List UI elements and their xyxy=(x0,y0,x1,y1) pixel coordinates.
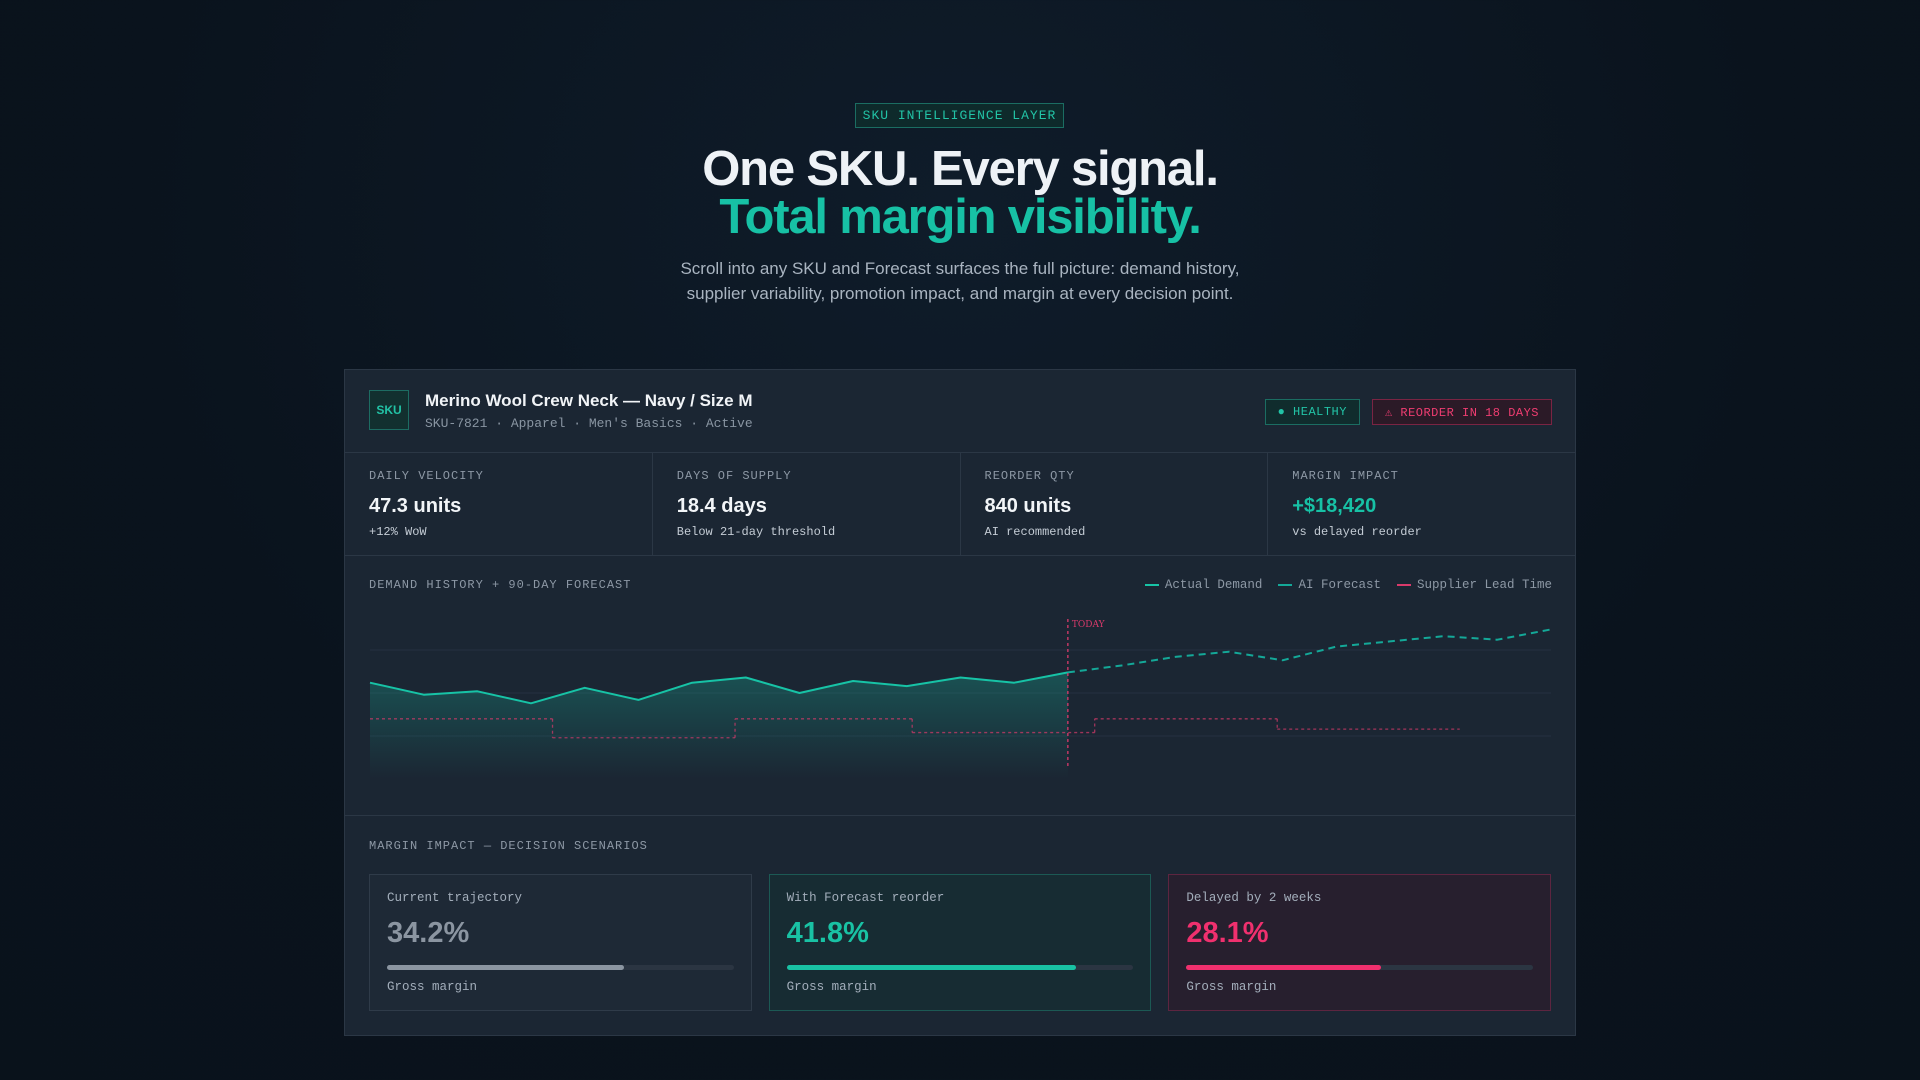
section-badge: SKU INTELLIGENCE LAYER xyxy=(855,103,1064,128)
metric-label: DAILY VELOCITY xyxy=(369,469,484,483)
legend-swatch xyxy=(1396,584,1411,586)
metric-note: AI recommended xyxy=(984,525,1086,539)
margin-bar xyxy=(786,965,1077,970)
product-meta: SKU-7821 · Apparel · Men's Basics · Acti… xyxy=(425,416,753,431)
metric-value: 18.4 days xyxy=(676,495,767,517)
sku-icon: SKU xyxy=(369,390,409,430)
metric-value: 840 units xyxy=(984,495,1072,517)
legend-label: Supplier Lead Time xyxy=(1416,578,1552,592)
scenario-value: 28.1% xyxy=(1186,917,1269,949)
today-label: TODAY xyxy=(1072,620,1106,630)
status-badge: ⚠ REORDER IN 18 DAYS xyxy=(1371,399,1552,425)
metric-label: MARGIN IMPACT xyxy=(1292,469,1399,483)
metric-note: Below 21-day threshold xyxy=(676,525,836,539)
forecast-line xyxy=(1067,628,1552,674)
metric-value: +$18,420 xyxy=(1292,495,1377,517)
metric-note: vs delayed reorder xyxy=(1292,525,1422,539)
demand-area xyxy=(370,672,1068,779)
legend-swatch xyxy=(1144,584,1159,586)
scenario-card: Current trajectory 34.2% Gross margin xyxy=(369,874,752,1011)
metric-cell: REORDER QTY 840 units AI recommended xyxy=(961,453,1269,555)
bar-track xyxy=(786,965,1134,970)
divider xyxy=(345,815,1575,816)
scenario-label: Current trajectory xyxy=(387,891,523,905)
metric-value: 47.3 units xyxy=(369,495,462,517)
metric-cell: DAILY VELOCITY 47.3 units +12% WoW xyxy=(345,453,653,555)
status-badge: ● HEALTHY xyxy=(1264,399,1360,425)
scenario-label: With Forecast reorder xyxy=(786,891,945,905)
bar-track xyxy=(387,965,734,970)
demand-line xyxy=(369,671,1069,705)
scenario-note: Gross margin xyxy=(786,980,877,994)
scenario-card: With Forecast reorder 41.8% Gross margin xyxy=(768,874,1152,1011)
legend-item: Actual Demand xyxy=(1144,578,1263,592)
metric-cell: DAYS OF SUPPLY 18.4 days Below 21-day thre… xyxy=(653,453,961,555)
scenario-card: Delayed by 2 weeks 28.1% Gross margin xyxy=(1168,874,1552,1011)
legend-swatch xyxy=(1278,584,1293,586)
margin-bar xyxy=(1186,965,1382,970)
scenarios-title: MARGIN IMPACT — DECISION SCENARIOS xyxy=(369,839,648,853)
metric-label: DAYS OF SUPPLY xyxy=(676,469,792,483)
legend-item: AI Forecast xyxy=(1278,578,1381,592)
legend-label: Actual Demand xyxy=(1164,578,1263,592)
subtitle: Scroll into any SKU and Forecast surface… xyxy=(680,259,1240,303)
legend: Actual Demand AI Forecast Supplier Lead Ti… xyxy=(1144,578,1552,592)
product-name: Merino Wool Crew Neck — Navy / Size M xyxy=(425,391,753,410)
metric-label: REORDER QTY xyxy=(984,469,1075,483)
legend-label: AI Forecast xyxy=(1298,578,1381,592)
scenario-note: Gross margin xyxy=(387,980,478,994)
scenario-list: Current trajectory 34.2% Gross margin With … xyxy=(369,874,1552,1011)
metrics-row: DAILY VELOCITY 47.3 units +12% WoW DAYS OF … xyxy=(345,452,1575,556)
bar-track xyxy=(1186,965,1534,970)
status-badges: ● HEALTHY ⚠ REORDER IN 18 DAYS xyxy=(1264,399,1552,425)
scenario-value: 41.8% xyxy=(786,917,869,949)
metric-cell: MARGIN IMPACT +$18,420 vs delayed reorder xyxy=(1268,453,1575,555)
margin-bar xyxy=(387,965,625,970)
headline: One SKU. Every signal. xyxy=(702,142,1219,196)
scenario-value: 34.2% xyxy=(387,917,470,949)
metric-note: +12% WoW xyxy=(369,525,427,539)
sku-card: SKU Merino Wool Crew Neck — Navy / Size … xyxy=(344,369,1576,1036)
scenario-note: Gross margin xyxy=(1186,980,1277,994)
chart-title: DEMAND HISTORY + 90-DAY FORECAST xyxy=(369,578,632,592)
legend-item: Supplier Lead Time xyxy=(1396,578,1552,592)
headline-accent: Total margin visibility. xyxy=(719,190,1201,244)
scenario-label: Delayed by 2 weeks xyxy=(1186,891,1322,905)
